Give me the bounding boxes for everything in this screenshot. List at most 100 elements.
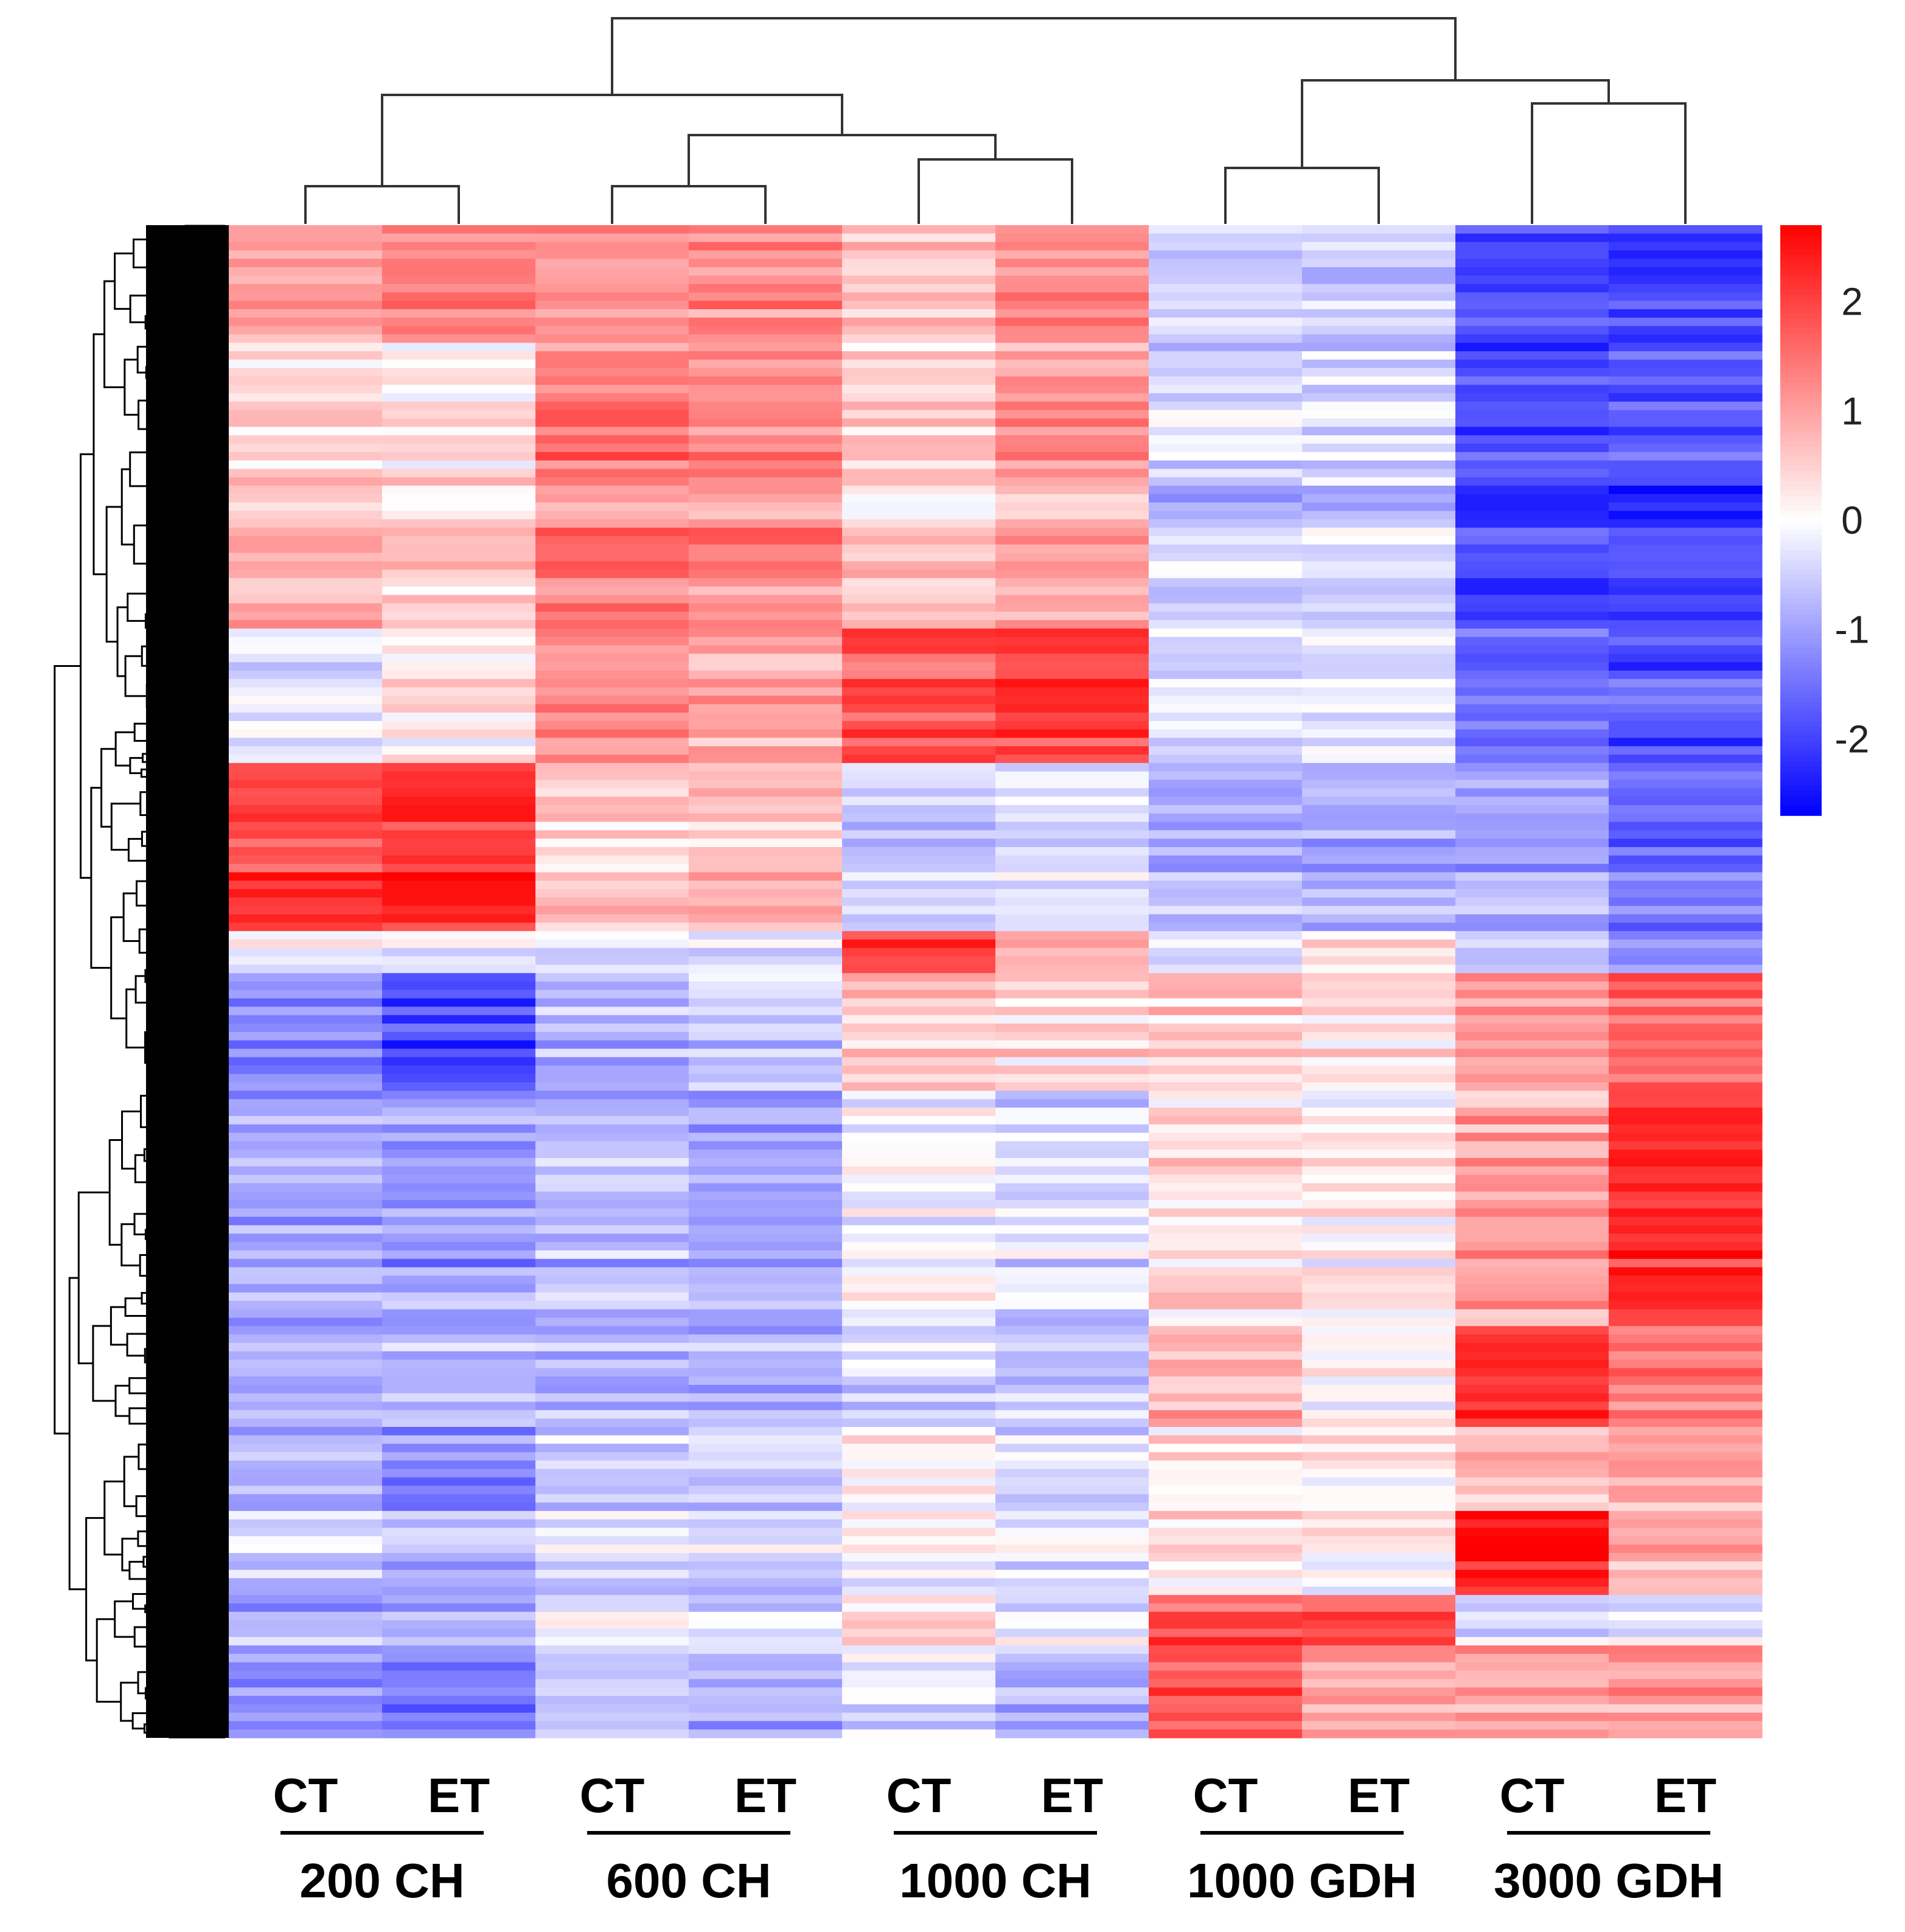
heatmap-cell [842, 1443, 996, 1453]
heatmap-cell [689, 830, 843, 839]
heatmap-cell [1609, 1065, 1763, 1075]
sample-label: CT [580, 1768, 645, 1822]
heatmap-cell [1302, 519, 1456, 528]
heatmap-cell [1149, 1284, 1303, 1293]
heatmap-cell [1302, 1267, 1456, 1276]
heatmap-cell [689, 847, 843, 856]
heatmap-cell [229, 1544, 383, 1554]
color-scale-step [1780, 294, 1822, 300]
heatmap-cell [1455, 855, 1609, 865]
heatmap-cell [689, 460, 843, 470]
heatmap-cell [842, 947, 996, 957]
heatmap-cell [995, 1200, 1149, 1209]
heatmap-cell [229, 477, 383, 486]
color-scale-step [1780, 741, 1822, 747]
heatmap-cell [689, 620, 843, 629]
dendrogram-link [304, 185, 460, 224]
heatmap-cell [382, 1502, 536, 1512]
heatmap-cell [689, 1073, 843, 1083]
heatmap-cell [535, 292, 689, 301]
heatmap-cell [229, 561, 383, 570]
heatmap-cell [535, 1284, 689, 1293]
heatmap-cell [995, 821, 1149, 831]
heatmap-cell [1302, 1376, 1456, 1386]
heatmap-cell [842, 376, 996, 386]
heatmap-cell [1149, 1158, 1303, 1167]
color-scale-step [1780, 795, 1822, 801]
heatmap-cell [382, 872, 536, 881]
heatmap-cell [382, 662, 536, 671]
heatmap-cell [1609, 528, 1763, 537]
heatmap-cell [1302, 1452, 1456, 1461]
heatmap-cell [689, 242, 843, 251]
heatmap-cell [842, 1351, 996, 1361]
row-dendrogram-link [129, 451, 153, 487]
heatmap-cell [995, 905, 1149, 915]
heatmap-cell [1149, 914, 1303, 923]
color-scale-step [1780, 249, 1822, 256]
heatmap-cell [842, 267, 996, 276]
heatmap-cell [842, 872, 996, 881]
heatmap-cell [382, 351, 536, 360]
color-scale-step [1780, 687, 1822, 693]
heatmap-cell [382, 1065, 536, 1075]
heatmap-cell [229, 881, 383, 890]
heatmap-cell [535, 1132, 689, 1142]
heatmap-cell [1302, 452, 1456, 461]
heatmap-cell [1609, 368, 1763, 377]
color-scale-step [1780, 545, 1822, 551]
color-scale-step [1780, 599, 1822, 605]
heatmap-cell [689, 502, 843, 512]
heatmap-cell [1149, 511, 1303, 520]
heatmap-cell [842, 755, 996, 764]
heatmap-cell [1455, 1309, 1609, 1319]
heatmap-cell [1455, 284, 1609, 293]
heatmap-cell [1609, 1267, 1763, 1276]
heatmap-cell [229, 603, 383, 612]
heatmap-cell [229, 1090, 383, 1100]
color-scale-tick-label: -1 [1835, 608, 1870, 652]
heatmap-cell [1149, 301, 1303, 310]
heatmap-cell [842, 1031, 996, 1041]
heatmap-cell [1455, 989, 1609, 999]
heatmap-cell [535, 1376, 689, 1386]
heatmap-cell [1609, 1174, 1763, 1184]
heatmap-cell [1455, 713, 1609, 722]
heatmap-cell [842, 897, 996, 907]
heatmap-cell [1302, 746, 1456, 755]
heatmap-cell [1455, 897, 1609, 907]
heatmap-cell [1609, 1485, 1763, 1495]
heatmap-cell [535, 1141, 689, 1150]
row-dendrogram-link [160, 1603, 176, 1608]
heatmap-cell [1149, 863, 1303, 873]
heatmap-cell [995, 1368, 1149, 1377]
heatmap-cell [1455, 1519, 1609, 1529]
heatmap-cell [382, 964, 536, 974]
heatmap-cell [689, 427, 843, 436]
heatmap-cell [229, 444, 383, 453]
row-dendrogram-link [161, 759, 176, 765]
heatmap-cell [1149, 696, 1303, 705]
heatmap-cell [842, 1275, 996, 1285]
heatmap-cell [535, 704, 689, 713]
row-dendrogram-link [155, 339, 169, 355]
heatmap-cell [535, 1426, 689, 1436]
heatmap-cell [842, 1611, 996, 1621]
row-dendrogram-link [110, 1306, 128, 1346]
heatmap-cell [1609, 755, 1763, 764]
heatmap-cell [689, 493, 843, 503]
heatmap-cell [1609, 956, 1763, 965]
heatmap-cell [995, 1384, 1149, 1394]
heatmap-cell [1149, 351, 1303, 360]
heatmap-cell [995, 1519, 1149, 1529]
heatmap-cell [1302, 275, 1456, 285]
heatmap-cell [1302, 359, 1456, 369]
color-scale-step [1780, 446, 1822, 452]
heatmap-cell [842, 1326, 996, 1335]
heatmap-cell [1302, 847, 1456, 856]
heatmap-cell [382, 1342, 536, 1352]
heatmap-cell [535, 612, 689, 621]
heatmap-cell [842, 1342, 996, 1352]
heatmap-cell [1302, 1225, 1456, 1234]
heatmap-cell [1455, 1250, 1609, 1260]
